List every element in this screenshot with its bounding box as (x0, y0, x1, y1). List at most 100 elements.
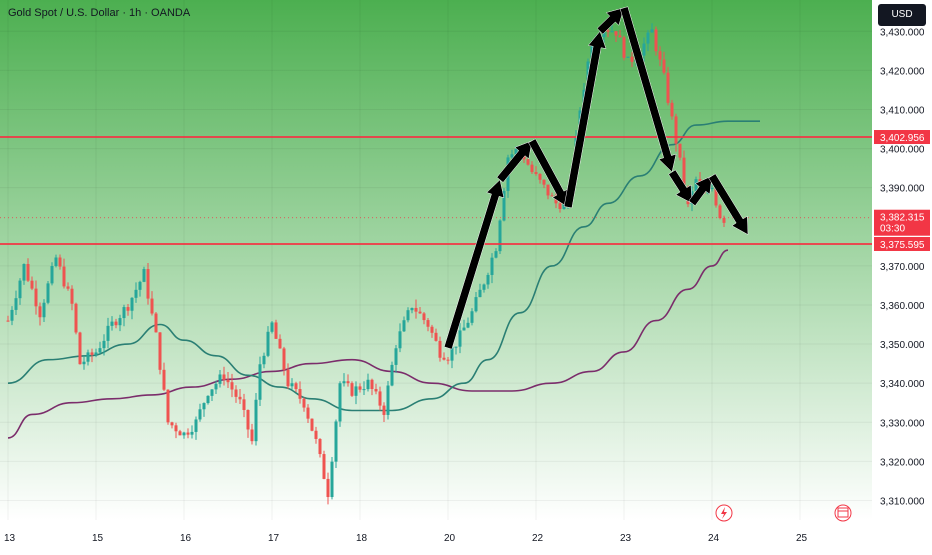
candle-body (646, 32, 650, 44)
candle-body (230, 382, 234, 390)
candle-body (90, 352, 94, 355)
candle-body (350, 383, 354, 396)
candle-body (82, 361, 86, 365)
candle-body (402, 320, 406, 332)
candle-body (446, 359, 450, 361)
axes: 3,310.000 3,320.000 3,330.000 3,340.000 3,35… (4, 27, 930, 544)
projection-arrow (496, 140, 533, 183)
time-tick-label: 23 (620, 533, 632, 544)
candle-body (66, 286, 70, 289)
time-tick-label: 13 (4, 533, 16, 544)
candle-body (346, 381, 350, 384)
lightning-icon (721, 507, 727, 519)
candle-body (490, 257, 494, 275)
candle-body (338, 383, 342, 422)
horizontal-levels (0, 136, 872, 245)
candle-body (682, 157, 686, 188)
candle-body (318, 438, 322, 455)
candle-body (302, 398, 306, 408)
candle-body (354, 386, 358, 396)
candle-body (170, 422, 174, 426)
projection-arrows (443, 6, 749, 350)
projection-arrow (708, 173, 749, 236)
candle-body (106, 325, 110, 341)
candle-body (530, 164, 534, 173)
time-tick-label: 24 (708, 533, 720, 544)
price-tick-label: 3,360.000 (880, 301, 925, 312)
candle-body (514, 149, 518, 155)
candle-body (110, 321, 114, 326)
candle-body (434, 332, 438, 341)
level-price-label: 3,402.956 (880, 133, 925, 144)
candle-body (174, 425, 178, 432)
level-price-tag (874, 130, 930, 145)
calendar-icon-circle (834, 504, 852, 522)
candle-body (546, 184, 550, 196)
candle-body (70, 288, 74, 304)
candle-body (58, 257, 62, 267)
candle-body (470, 311, 474, 323)
candle-body (94, 352, 98, 355)
candle-body (602, 30, 606, 38)
flash-icon[interactable] (715, 504, 733, 522)
candle-body (42, 302, 46, 318)
candle-body (278, 338, 282, 349)
candle-body (198, 409, 202, 420)
candle-body (122, 307, 126, 319)
candle-body (22, 264, 26, 281)
candle-body (146, 269, 150, 299)
symbol-title: Gold Spot / U.S. Dollar · 1h · OANDA (8, 7, 191, 19)
candle-body (694, 179, 698, 192)
price-tick-label: 3,340.000 (880, 379, 925, 390)
plot-background (0, 0, 872, 520)
candle-body (342, 381, 346, 384)
candle-body (226, 379, 230, 383)
candle-body (218, 374, 222, 384)
candle-body (254, 399, 258, 442)
candle-body (286, 369, 290, 387)
currency-button[interactable]: USD (878, 4, 926, 26)
candle-body (626, 56, 630, 58)
time-tick-label: 20 (444, 533, 456, 544)
candle-body (670, 102, 674, 117)
candle-body (714, 188, 718, 206)
candle-body (158, 332, 162, 370)
price-tick-label: 3,350.000 (880, 340, 925, 351)
candle-body (442, 357, 446, 360)
price-tick-label: 3,400.000 (880, 145, 925, 156)
calendar-icon[interactable] (834, 504, 852, 522)
candle-body (526, 159, 530, 165)
price-tick-label: 3,330.000 (880, 418, 925, 429)
candle-body (50, 266, 54, 284)
candle-body (150, 298, 154, 314)
candle-body (102, 340, 106, 349)
candle-body (270, 322, 274, 332)
candle-body (298, 389, 302, 399)
time-tick-label: 22 (532, 533, 544, 544)
candle-body (366, 379, 370, 390)
candle-body (14, 298, 18, 310)
candle-body (394, 348, 398, 365)
candle-body (38, 306, 42, 318)
candle-body (674, 116, 678, 144)
candle-body (162, 369, 166, 390)
candle-body (610, 31, 614, 33)
candle-body (6, 320, 10, 322)
candle-body (558, 203, 562, 209)
candle-body (606, 30, 610, 32)
candle-body (358, 386, 362, 390)
candle-body (498, 220, 502, 252)
candle-body (62, 266, 66, 287)
price-tick-label: 3,420.000 (880, 66, 925, 77)
candle-body (538, 173, 542, 180)
candle-body (650, 29, 654, 33)
time-tick-label: 15 (92, 533, 104, 544)
candle-body (614, 31, 618, 36)
candle-body (98, 348, 102, 353)
candle-body (326, 478, 330, 498)
price-tick-label: 3,310.000 (880, 496, 925, 507)
candle-body (406, 310, 410, 321)
time-tick-label: 25 (796, 533, 808, 544)
